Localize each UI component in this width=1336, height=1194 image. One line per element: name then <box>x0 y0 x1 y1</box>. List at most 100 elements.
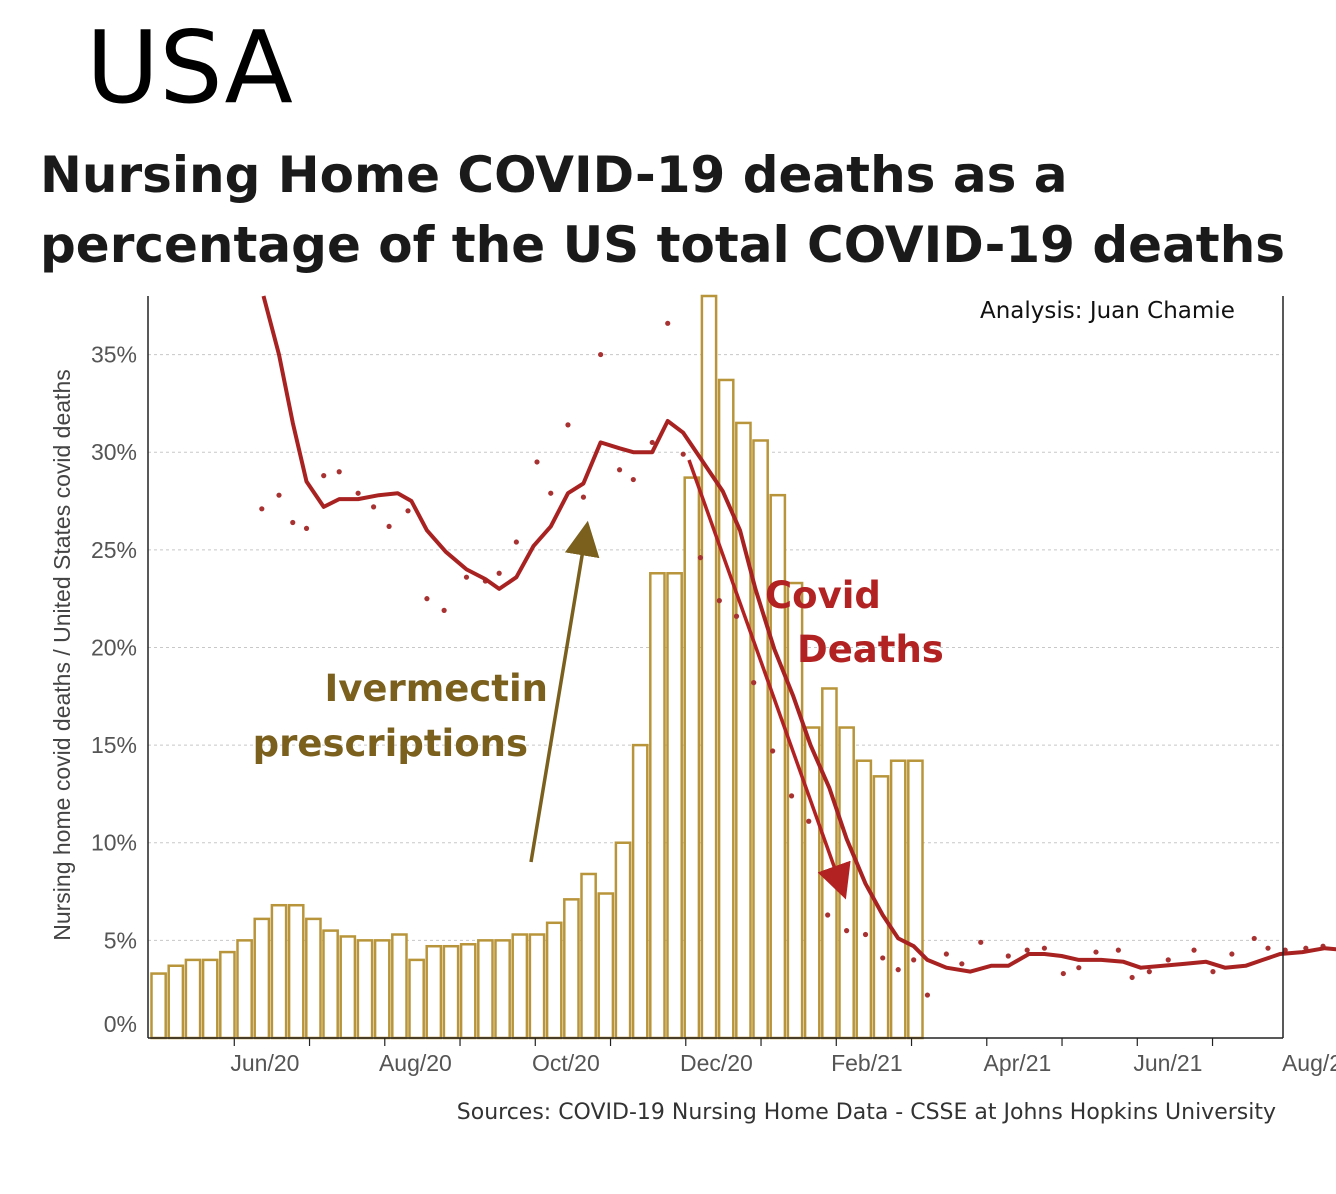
y-tick-label: 25% <box>91 537 137 563</box>
bar <box>735 421 752 1040</box>
covid-deaths-arrow <box>687 459 851 900</box>
data-point <box>665 320 671 326</box>
bar <box>373 939 391 1040</box>
y-tick-label: 5% <box>104 927 137 953</box>
data-point <box>1129 974 1135 981</box>
data-point <box>355 490 361 496</box>
data-point <box>565 422 571 428</box>
data-point <box>751 680 757 686</box>
data-point <box>1076 965 1082 971</box>
bar <box>752 439 769 1040</box>
bar <box>305 917 322 1040</box>
covid-label-line2: Deaths <box>797 628 944 671</box>
data-point <box>463 574 470 580</box>
bar <box>442 944 460 1040</box>
data-point <box>1229 951 1235 957</box>
x-tick-label: Apr/21 <box>984 1050 1052 1076</box>
data-point <box>1115 947 1121 953</box>
bar <box>150 972 167 1040</box>
bar <box>700 294 718 1040</box>
bar <box>356 939 374 1040</box>
y-axis-label: Nursing home covid deaths / United State… <box>49 369 75 941</box>
data-point <box>616 467 623 473</box>
data-point <box>825 912 831 918</box>
data-point <box>1265 945 1271 951</box>
bar <box>184 958 202 1040</box>
bar <box>236 939 253 1040</box>
bar <box>872 775 890 1040</box>
y-tick-label: 35% <box>91 342 137 368</box>
x-tick-label: Dec/20 <box>680 1050 753 1076</box>
data-point <box>1282 947 1288 953</box>
data-point <box>895 967 901 973</box>
bar <box>838 726 855 1040</box>
bar <box>425 944 443 1040</box>
data-point <box>978 939 984 945</box>
data-point <box>788 793 795 799</box>
x-tick-label: Aug/20 <box>379 1050 452 1076</box>
y-tick-label: 15% <box>91 732 137 758</box>
bar <box>528 933 546 1040</box>
trend-line <box>261 295 1336 974</box>
bar <box>408 958 425 1040</box>
dot-series <box>259 320 1326 998</box>
bar <box>339 935 357 1040</box>
data-point <box>259 506 265 512</box>
data-point <box>1210 969 1216 975</box>
bar <box>219 950 236 1040</box>
data-point <box>534 459 540 465</box>
bar <box>459 943 477 1040</box>
bar <box>803 726 821 1040</box>
data-point <box>880 955 886 961</box>
sources-credit: Sources: COVID-19 Nursing Home Data - CS… <box>456 1100 1276 1125</box>
data-point <box>276 492 282 498</box>
bar <box>889 759 907 1040</box>
ivermectin-arrow <box>529 520 600 863</box>
bar <box>597 892 615 1040</box>
y-tick-label: 10% <box>91 830 137 856</box>
bar <box>614 841 632 1040</box>
x-tick-label: Jun/20 <box>230 1050 299 1076</box>
data-point <box>496 570 502 576</box>
data-point <box>336 469 342 475</box>
x-tick-labels: Jun/20 Aug/20 Oct/20 Dec/20 Feb/21 Apr/21 Jun/… <box>230 1050 1336 1076</box>
data-point <box>943 951 949 957</box>
data-point <box>1191 947 1197 953</box>
data-point <box>911 957 917 963</box>
data-point <box>924 992 931 998</box>
data-point <box>697 555 704 561</box>
bar <box>322 929 339 1040</box>
data-point <box>1005 953 1011 959</box>
data-point <box>321 473 327 479</box>
data-point <box>1024 947 1030 953</box>
data-point <box>1146 969 1152 975</box>
x-tick-label: Aug/21 <box>1282 1050 1336 1076</box>
bar <box>545 921 563 1040</box>
bar <box>270 903 288 1040</box>
data-point <box>441 607 447 613</box>
bar <box>717 378 735 1040</box>
data-point <box>424 596 430 602</box>
data-point <box>371 504 377 510</box>
bar <box>494 939 511 1040</box>
data-point <box>548 490 554 496</box>
data-point <box>959 961 965 967</box>
bar <box>907 759 924 1040</box>
y-tick-label: 30% <box>91 439 137 465</box>
bar <box>201 958 219 1040</box>
bar <box>167 964 185 1040</box>
data-point <box>733 613 740 619</box>
bar <box>855 759 873 1040</box>
data-point <box>303 525 310 531</box>
data-point <box>405 508 411 514</box>
bar <box>666 572 683 1040</box>
data-point <box>770 748 776 754</box>
axes <box>147 296 1284 1046</box>
bar <box>287 903 305 1040</box>
bar <box>511 933 529 1040</box>
bar <box>391 933 408 1040</box>
data-point <box>806 818 812 824</box>
data-point <box>580 494 587 500</box>
bar <box>631 743 649 1040</box>
